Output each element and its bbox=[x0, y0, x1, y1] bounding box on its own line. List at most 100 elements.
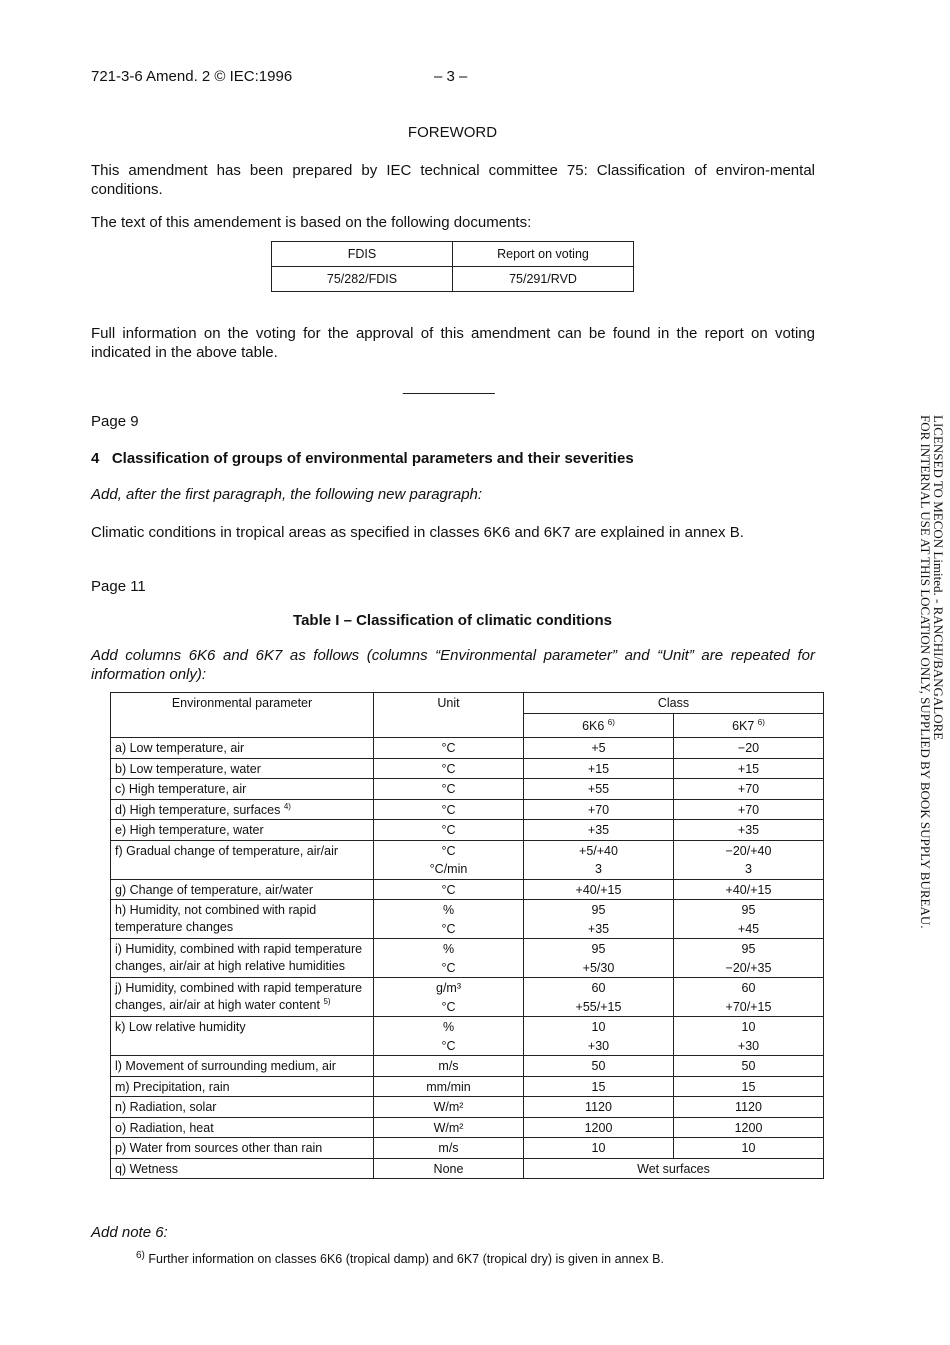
parameter-cell: m) Precipitation, rain bbox=[110, 1075, 374, 1097]
class-6k7-cell-value: 1120 bbox=[735, 1100, 762, 1114]
class-6k6-cell: 1200 bbox=[523, 1116, 674, 1138]
unit-cell: °C bbox=[373, 819, 524, 841]
class-6k6-cell: +40/+15 bbox=[523, 878, 674, 900]
class-6k7-cell: 1200 bbox=[673, 1116, 824, 1138]
separator: ___________ bbox=[403, 378, 495, 395]
parameter-text: m) Precipitation, rain bbox=[115, 1079, 230, 1094]
section-heading: 4 Classification of groups of environmen… bbox=[91, 450, 634, 467]
class-6k7-cell-value: −20/+35 bbox=[725, 960, 772, 975]
class-6k7-cell-value: 50 bbox=[741, 1059, 756, 1073]
parameter-cell: l) Movement of surrounding medium, air bbox=[110, 1055, 374, 1077]
class-6k7-cell: +15 bbox=[673, 757, 824, 779]
class-6k7-cell: +35 bbox=[673, 819, 824, 841]
table-row: i) Humidity, combined with rapid tempera… bbox=[110, 938, 824, 978]
unit-cell-value: °C bbox=[441, 823, 456, 837]
unit-cell: mm/min bbox=[373, 1075, 524, 1097]
unit-cell: °C bbox=[373, 798, 524, 820]
class-6k7-cell: 1120 bbox=[673, 1096, 824, 1118]
documents-table: FDIS Report on voting 75/282/FDIS 75/291/R… bbox=[271, 241, 634, 292]
header-6k6-label: 6K6 bbox=[582, 718, 605, 733]
page-9-instruction: Add, after the first paragraph, the foll… bbox=[91, 486, 483, 503]
unit-cell-value: °C bbox=[441, 802, 456, 817]
class-6k6-cell-value: 1120 bbox=[585, 1100, 612, 1114]
header-6k7-label: 6K7 bbox=[732, 718, 755, 733]
parameter-text: p) Water from sources other than rain bbox=[115, 1141, 323, 1155]
class-6k6-cell-value: +40/+15 bbox=[575, 882, 622, 897]
table-row: j) Humidity, combined with rapid tempera… bbox=[110, 977, 824, 1017]
unit-cell: °C bbox=[373, 757, 524, 779]
class-6k7-cell: +70 bbox=[673, 778, 824, 800]
class-6k6-cell-value: +15 bbox=[587, 761, 610, 776]
class-6k7-cell: 60 +70/+15 bbox=[673, 977, 824, 1017]
footnote-text: Further information on classes 6K6 (trop… bbox=[148, 1252, 664, 1266]
class-6k6-cell: 95 +35 bbox=[523, 899, 674, 939]
parameter-cell: d) High temperature, surfaces 4) bbox=[110, 798, 374, 820]
unit-cell: % °C bbox=[373, 899, 524, 939]
class-6k6-cell-value: +55 bbox=[587, 782, 610, 796]
class-6k6-cell-value: +35 bbox=[587, 823, 610, 837]
class-6k6-cell: 10 bbox=[523, 1137, 674, 1159]
foreword-paragraph-3: Full information on the voting for the a… bbox=[91, 325, 815, 361]
unit-cell-value: % bbox=[442, 1020, 455, 1034]
unit-cell-value: g/m³ bbox=[436, 981, 461, 995]
watermark-line-1: LICENSED TO MECON Limited. - RANCHI/BANG… bbox=[931, 415, 946, 741]
page-9-text: Climatic conditions in tropical areas as… bbox=[91, 524, 744, 541]
class-6k6-cell: +5 bbox=[523, 737, 674, 759]
parameter-cell: p) Water from sources other than rain bbox=[110, 1137, 374, 1159]
class-6k6-cell-value: +35 bbox=[587, 921, 610, 936]
header-environmental-parameter: Environmental parameter bbox=[110, 692, 374, 738]
class-6k6-cell-value: +30 bbox=[587, 1038, 610, 1053]
cell-fdis: 75/282/FDIS bbox=[271, 266, 453, 292]
parameter-cell: q) Wetness bbox=[110, 1157, 374, 1179]
class-6k6-cell: +70 bbox=[523, 798, 674, 820]
table-row: n) Radiation, solar W/m² 1120 1120 bbox=[110, 1096, 824, 1118]
unit-cell: °C bbox=[373, 878, 524, 900]
table-row: h) Humidity, not combined with rapid tem… bbox=[110, 899, 824, 939]
table-row: d) High temperature, surfaces 4) °C +70 +70 bbox=[110, 798, 824, 820]
class-6k6-cell-value: 95 bbox=[591, 942, 606, 956]
class-6k7-cell-value: 3 bbox=[745, 862, 752, 876]
class-6k6-cell: +55 bbox=[523, 778, 674, 800]
class-6k7-cell: +70 bbox=[673, 798, 824, 820]
unit-cell: g/m³ °C bbox=[373, 977, 524, 1017]
class-6k7-cell-value: +40/+15 bbox=[725, 882, 772, 897]
unit-cell-value: °C bbox=[441, 960, 456, 975]
unit-cell-value: % bbox=[442, 903, 455, 917]
foreword-paragraph-2: The text of this amendement is based on … bbox=[91, 214, 532, 231]
foreword-title: FOREWORD bbox=[407, 124, 498, 141]
climatic-conditions-table: Environmental parameter Unit Class 6K6 6… bbox=[110, 692, 824, 1179]
unit-cell-value: °C bbox=[441, 761, 456, 776]
foreword-paragraph-1: This amendment has been prepared by IEC … bbox=[91, 162, 815, 198]
table-row: k) Low relative humidity% °C 10 +30 10 +30 bbox=[110, 1016, 824, 1056]
class-6k6-cell: 10 +30 bbox=[523, 1016, 674, 1056]
class-6k7-cell-value: −20/+40 bbox=[725, 843, 772, 858]
unit-cell-value: W/m² bbox=[433, 1120, 464, 1135]
class-6k6-cell: 1120 bbox=[523, 1096, 674, 1118]
class-6k6-cell: +15 bbox=[523, 757, 674, 779]
note-instruction: Add note 6: bbox=[91, 1224, 168, 1241]
page-number: – 3 – bbox=[434, 68, 468, 85]
class-6k6-cell-value: +70 bbox=[587, 802, 610, 817]
parameter-text: b) Low temperature, water bbox=[115, 761, 261, 776]
page-11-label: Page 11 bbox=[91, 578, 146, 595]
class-6k7-cell-value: 10 bbox=[741, 1141, 756, 1155]
class-6k7-cell-value: 15 bbox=[741, 1079, 756, 1094]
class-6k6-cell: 50 bbox=[523, 1055, 674, 1077]
unit-cell-value: % bbox=[442, 942, 455, 956]
class-6k7-cell-value: +35 bbox=[737, 823, 760, 837]
table-row: o) Radiation, heat W/m² 1200 1200 bbox=[110, 1116, 824, 1138]
table-row: a) Low temperature, air °C +5 −20 bbox=[110, 737, 824, 759]
class-6k6-cell-value: +5 bbox=[591, 741, 606, 755]
merged-class-cell: Wet surfaces bbox=[523, 1157, 824, 1179]
class-6k7-cell-value: 60 bbox=[741, 981, 756, 995]
parameter-cell: f) Gradual change of temperature, air/ai… bbox=[110, 839, 374, 880]
parameter-text: a) Low temperature, air bbox=[115, 741, 245, 755]
parameter-text: n) Radiation, solar bbox=[115, 1100, 217, 1114]
table-row: q) Wetness None Wet surfaces bbox=[110, 1157, 824, 1179]
unit-cell: % °C bbox=[373, 1016, 524, 1056]
unit-cell-value: °C/min bbox=[429, 862, 468, 876]
parameter-text: h) Humidity, not combined with rapid tem… bbox=[115, 903, 317, 934]
class-6k6-cell-value: +5/+40 bbox=[579, 843, 618, 858]
class-6k6-cell: 95 +5/30 bbox=[523, 938, 674, 978]
header-report-on-voting: Report on voting bbox=[452, 241, 634, 267]
